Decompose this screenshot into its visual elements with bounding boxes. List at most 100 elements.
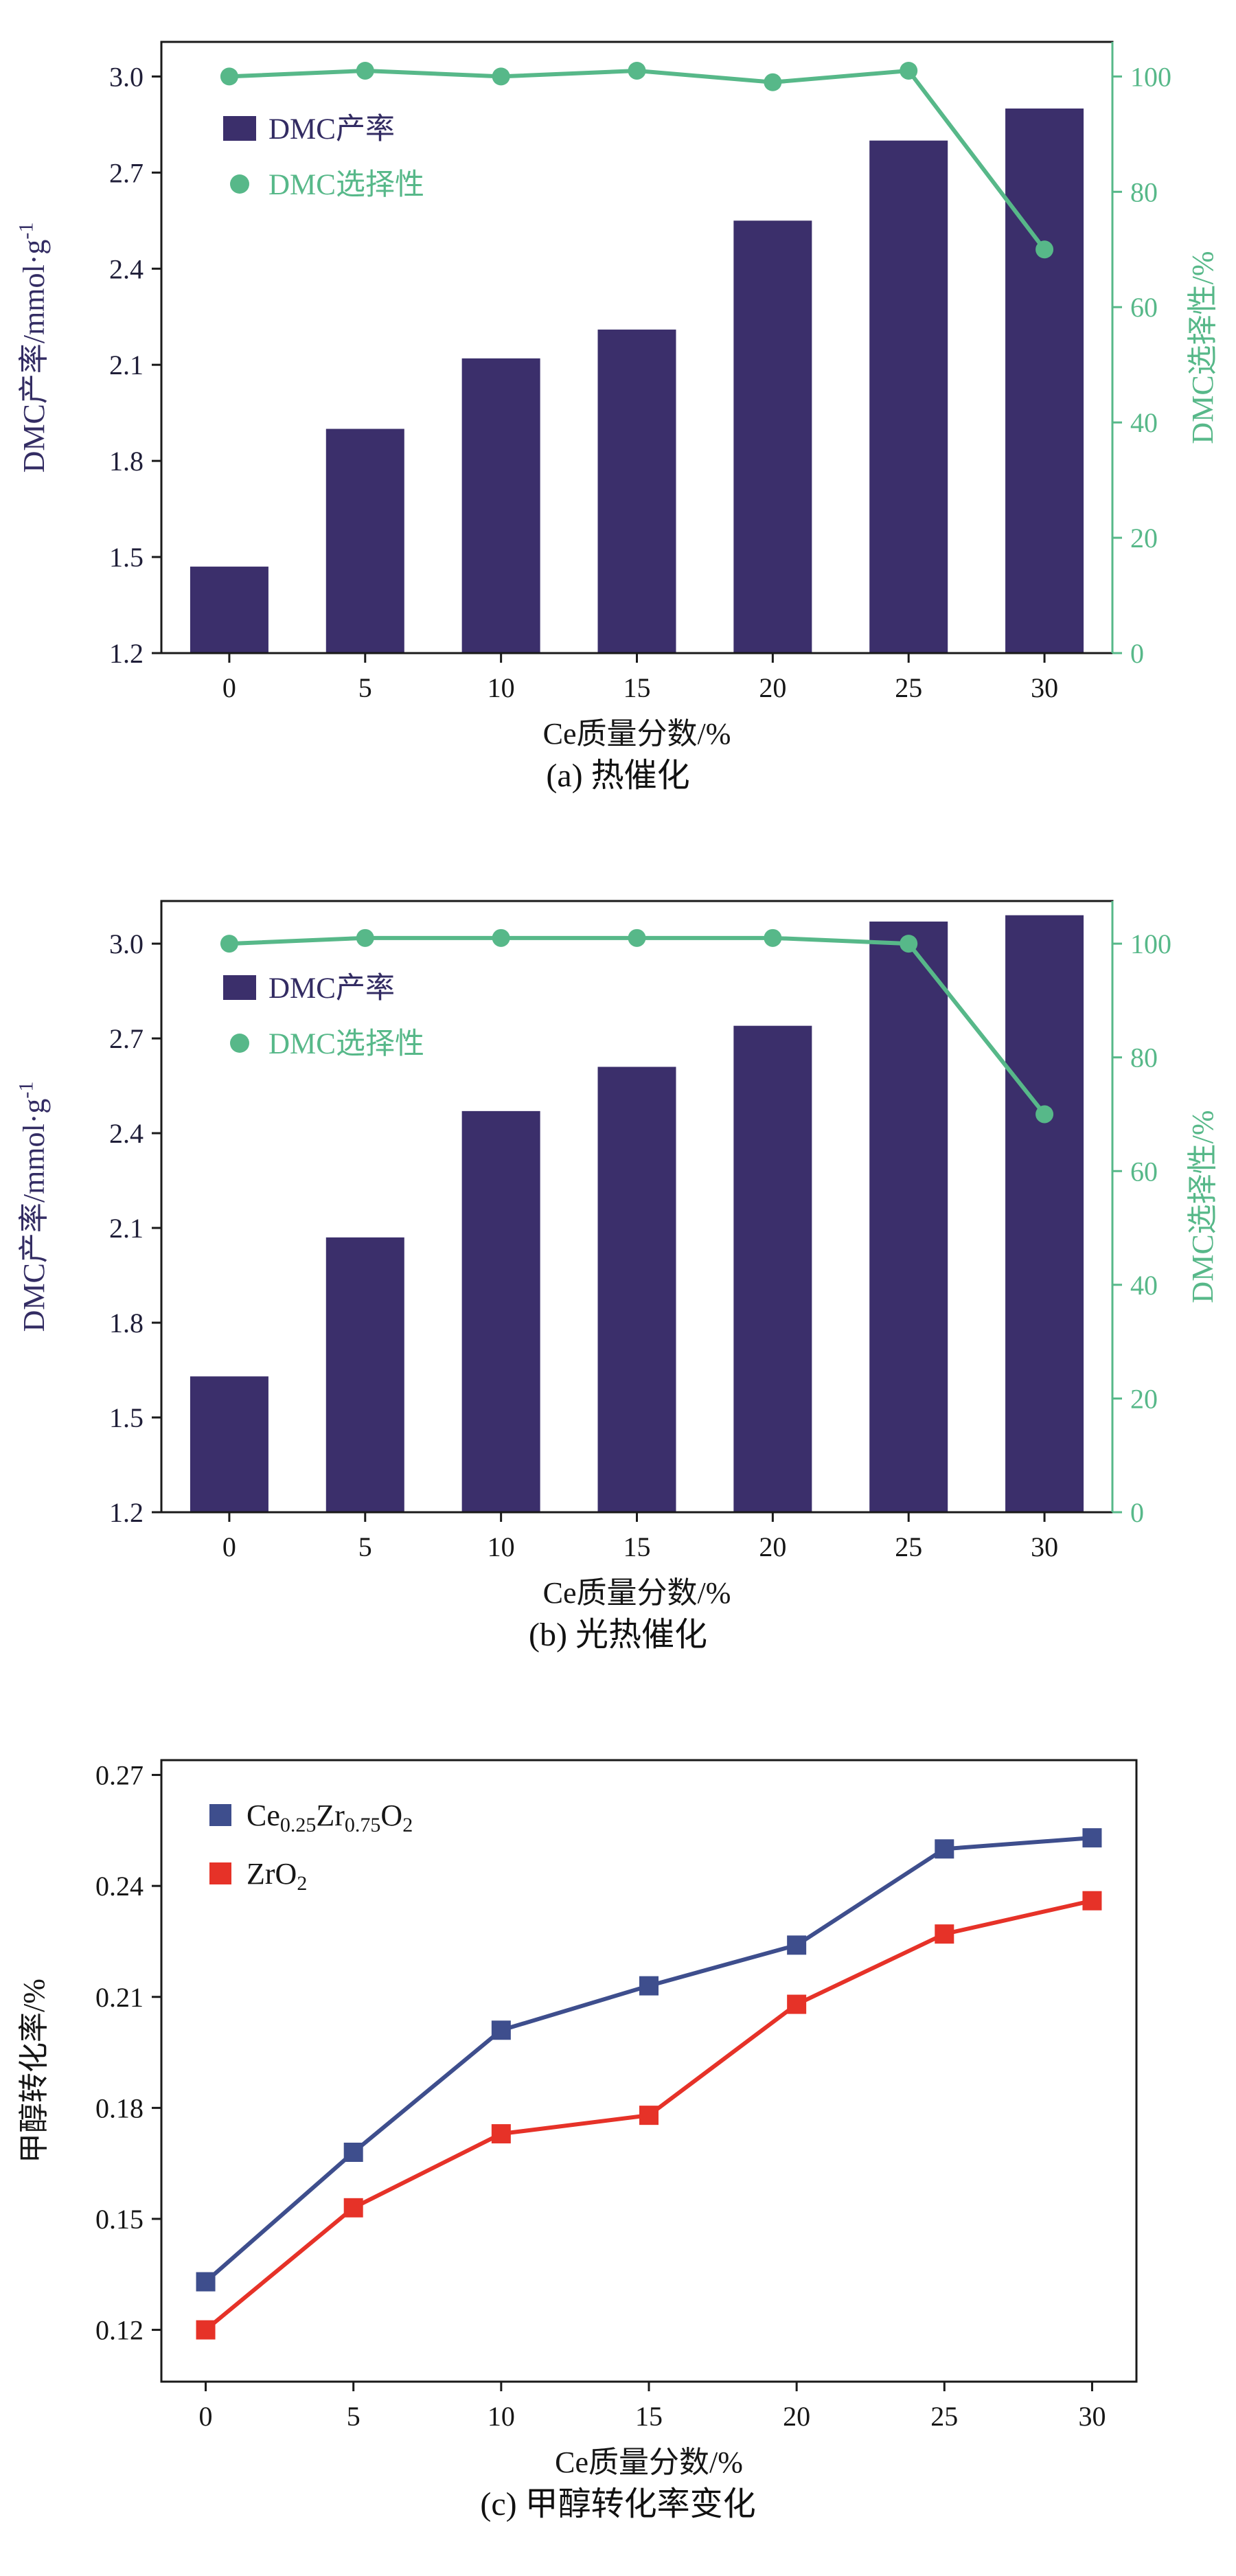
selectivity-point (356, 61, 374, 80)
series-point (639, 2105, 659, 2125)
series-point (935, 1924, 954, 1944)
legend-swatch-selectivity (230, 174, 249, 194)
svg-text:80: 80 (1130, 1042, 1158, 1073)
svg-text:1.2: 1.2 (109, 1497, 144, 1528)
chart-c-canvas: 0.12 0.15 0.18 0.21 0.24 0.27 0 5 10 15 20 25 30 Ce质量… (17, 1759, 1138, 2479)
svg-text:2.1: 2.1 (109, 1213, 144, 1244)
svg-text:1.2: 1.2 (109, 638, 144, 669)
svg-text:DMC产率/mmol·g-1: DMC产率/mmol·g-1 (14, 1081, 51, 1332)
svg-text:2.4: 2.4 (109, 253, 144, 284)
legend-label-yield: DMC产率 (268, 113, 395, 146)
legend: Ce0.25Zr0.75O2 ZrO2 (209, 1799, 413, 1895)
svg-text:20: 20 (783, 2401, 810, 2432)
svg-text:30: 30 (1078, 2401, 1106, 2432)
series-point (639, 1976, 659, 1996)
chart-a-section: 1.2 1.5 1.8 2.1 2.4 2.7 3.0 0 20 40 60 80 100 0 5 10 15 2… (0, 11, 1236, 795)
svg-text:10: 10 (488, 1531, 515, 1562)
selectivity-point (764, 928, 782, 947)
x-axis: 0 5 10 15 20 25 30 (222, 1512, 1058, 1562)
chart-c-section: 0.12 0.15 0.18 0.21 0.24 0.27 0 5 10 15 20 25 30 Ce质量… (0, 1729, 1236, 2523)
series-point (787, 1994, 807, 2014)
bars (190, 915, 1084, 1512)
series-point (1082, 1827, 1102, 1847)
legend-swatch-yield (223, 974, 256, 1000)
legend-swatch (209, 1862, 231, 1884)
svg-text:1.8: 1.8 (109, 1308, 144, 1338)
svg-text:5: 5 (358, 1531, 372, 1562)
svg-text:25: 25 (895, 1531, 922, 1562)
bar-dmc-yield (190, 1376, 268, 1512)
bar-dmc-yield (1005, 109, 1084, 653)
selectivity-point (764, 73, 782, 91)
svg-text:甲醇转化率/%: 甲醇转化率/% (17, 1979, 51, 2163)
selectivity-point (492, 67, 510, 86)
left-axis: 1.2 1.5 1.8 2.1 2.4 2.7 3.0 (109, 61, 161, 669)
series-point (196, 2272, 216, 2292)
svg-text:1.5: 1.5 (109, 542, 144, 573)
legend-label-yield: DMC产率 (268, 972, 395, 1005)
selectivity-point (220, 934, 238, 953)
svg-text:1.8: 1.8 (109, 446, 144, 477)
svg-text:DMC选择性/%: DMC选择性/% (1186, 1110, 1220, 1303)
bar-dmc-yield (597, 329, 676, 653)
selectivity-point (1035, 1105, 1054, 1124)
bar-dmc-yield (1005, 915, 1084, 1512)
svg-text:20: 20 (759, 672, 786, 703)
figure: 1.2 1.5 1.8 2.1 2.4 2.7 3.0 0 20 40 60 80 100 0 5 10 15 2… (0, 11, 1236, 2522)
svg-text:15: 15 (635, 2401, 663, 2432)
legend-label: ZrO2 (247, 1857, 307, 1895)
right-axis: 0 20 40 60 80 100 (1112, 928, 1171, 1528)
bars (190, 109, 1084, 653)
bar-dmc-yield (461, 1110, 540, 1512)
chart-b-canvas: 1.2 1.5 1.8 2.1 2.4 2.7 3.0 0 20 40 60 80 100 0 5 10 15 2… (14, 900, 1220, 1610)
left-axis: 1.2 1.5 1.8 2.1 2.4 2.7 3.0 (109, 928, 161, 1528)
bar-dmc-yield (733, 1025, 812, 1512)
svg-text:0.24: 0.24 (95, 1871, 144, 1902)
chart-a-canvas: 1.2 1.5 1.8 2.1 2.4 2.7 3.0 0 20 40 60 80 100 0 5 10 15 2… (14, 41, 1220, 751)
svg-text:2.4: 2.4 (109, 1118, 144, 1149)
right-axis-label: DMC选择性/% (1186, 1110, 1220, 1303)
x-axis-label: Ce质量分数/% (543, 1576, 731, 1610)
series-point (1082, 1891, 1102, 1911)
legend-swatch-selectivity (230, 1033, 249, 1053)
series-point (491, 2123, 511, 2143)
svg-text:0.21: 0.21 (95, 1981, 144, 2012)
bar-dmc-yield (325, 429, 404, 653)
series-point (935, 1838, 954, 1858)
svg-text:2.1: 2.1 (109, 350, 144, 380)
svg-text:10: 10 (488, 2401, 515, 2432)
bar-dmc-yield (869, 140, 948, 653)
svg-text:30: 30 (1031, 672, 1058, 703)
x-axis-label: Ce质量分数/% (543, 717, 731, 751)
series-point (491, 2020, 511, 2040)
svg-text:0: 0 (1130, 638, 1144, 669)
series-point (787, 1935, 807, 1954)
chart-b-caption: (b) 光热催化 (529, 1616, 707, 1653)
svg-text:0: 0 (1130, 1497, 1144, 1528)
svg-text:20: 20 (1130, 523, 1158, 554)
legend-swatch (209, 1803, 231, 1826)
svg-text:60: 60 (1130, 292, 1158, 323)
right-axis: 0 20 40 60 80 100 (1112, 61, 1171, 669)
svg-text:60: 60 (1130, 1156, 1158, 1187)
svg-text:100: 100 (1130, 61, 1171, 92)
svg-text:0.15: 0.15 (95, 2204, 144, 2235)
svg-text:0: 0 (222, 1531, 236, 1562)
svg-text:2.7: 2.7 (109, 1023, 144, 1054)
svg-text:3.0: 3.0 (109, 928, 144, 959)
bar-dmc-yield (461, 358, 540, 653)
series-point (343, 2142, 363, 2162)
svg-text:3.0: 3.0 (109, 61, 144, 92)
legend-swatch-yield (223, 116, 256, 141)
bar-dmc-yield (597, 1067, 676, 1512)
legend-label-selectivity: DMC选择性 (268, 169, 424, 201)
y-axis-label: 甲醇转化率/% (17, 1979, 51, 2163)
legend-label: Ce0.25Zr0.75O2 (247, 1799, 413, 1836)
selectivity-point (900, 61, 918, 80)
svg-text:5: 5 (347, 2401, 360, 2432)
series-point (196, 2320, 216, 2340)
selectivity-point (628, 61, 646, 80)
y-axis: 0.12 0.15 0.18 0.21 0.24 0.27 (95, 1759, 161, 2345)
svg-text:2.7: 2.7 (109, 157, 144, 188)
right-axis-label: DMC选择性/% (1186, 251, 1220, 444)
